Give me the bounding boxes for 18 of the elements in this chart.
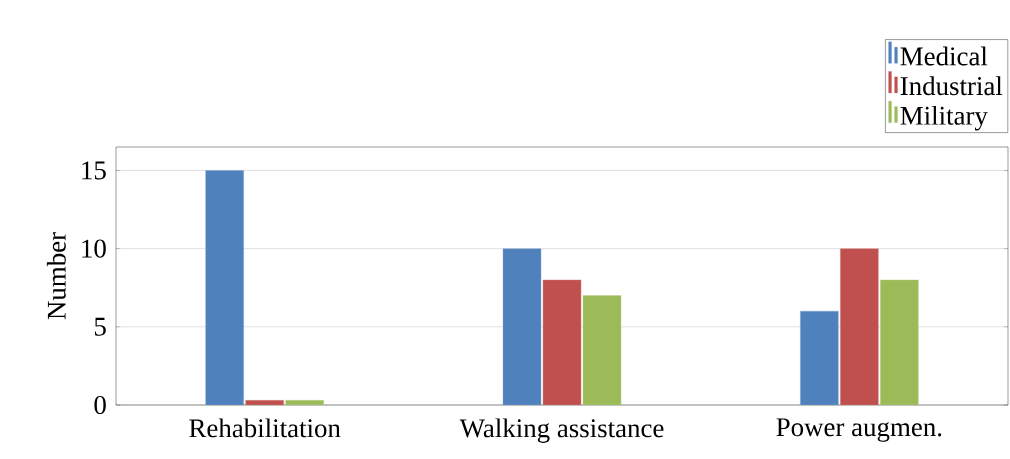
bar — [840, 248, 879, 405]
y-tick-label: 5 — [94, 317, 106, 336]
legend-label: Industrial — [900, 76, 1003, 96]
y-axis-title: Number — [46, 232, 66, 320]
bar — [582, 295, 622, 405]
legend-label: Medical — [900, 46, 988, 66]
bar — [880, 279, 919, 405]
y-tick-label: 10 — [82, 239, 106, 258]
y-tick-label: 0 — [94, 395, 106, 415]
legend-label: Military — [900, 105, 988, 131]
x-tick-label: Rehabilitation — [189, 418, 341, 438]
bar — [800, 310, 839, 405]
x-tick-label: Walking assistance — [459, 418, 664, 443]
bar — [502, 248, 542, 405]
x-tick-label: Power augmen. — [776, 418, 942, 442]
bar — [542, 279, 582, 405]
bar — [205, 170, 244, 405]
y-tick-label: 15 — [82, 161, 106, 180]
